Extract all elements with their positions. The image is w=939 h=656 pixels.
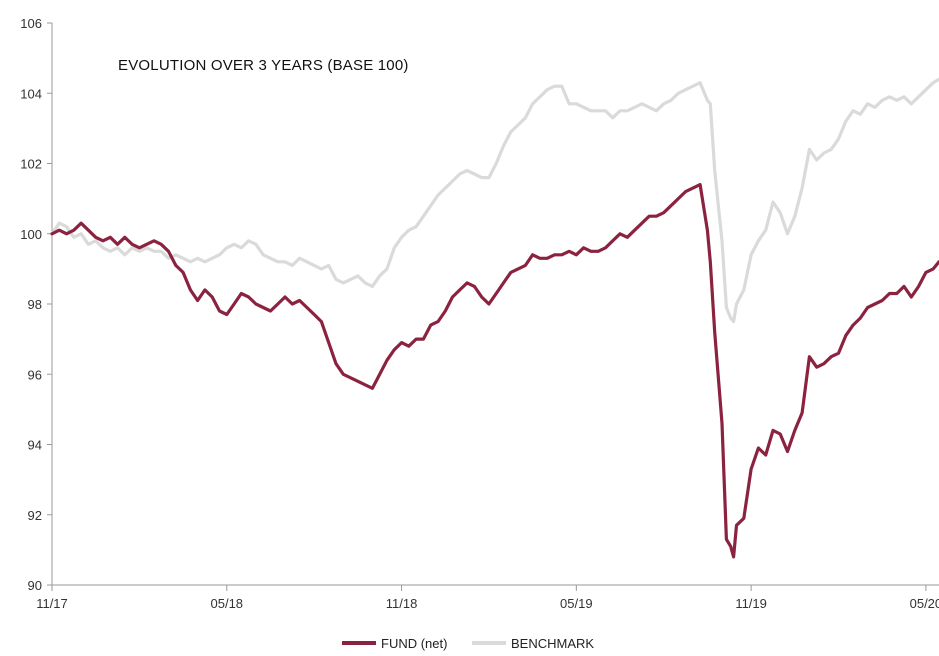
y-tick-label: 94	[28, 438, 42, 453]
axes: 90 92 94 96 98 100 102 104 106 11/17 05/18 11/18 05/…	[20, 16, 939, 611]
legend-label-fund: FUND (net)	[381, 636, 447, 651]
legend-label-benchmark: BENCHMARK	[511, 636, 594, 651]
chart-title: EVOLUTION OVER 3 YEARS (BASE 100)	[118, 57, 409, 74]
y-tick-label: 104	[20, 86, 42, 101]
title-layer: EVOLUTION OVER 3 YEARS (BASE 100)	[118, 57, 409, 74]
y-tick-label: 98	[28, 297, 42, 312]
y-tick-label: 90	[28, 578, 42, 593]
y-tick-label: 102	[20, 157, 42, 172]
x-tick-label: 11/19	[735, 596, 767, 611]
series-line-benchmark	[50, 77, 939, 324]
x-tick-label: 05/19	[560, 596, 593, 611]
y-tick-label: 96	[28, 367, 42, 382]
y-tick-label: 106	[20, 16, 42, 31]
y-tick-label: 100	[20, 227, 42, 242]
x-tick-label: 11/17	[36, 596, 68, 611]
x-tick-label: 11/18	[386, 596, 418, 611]
x-tick-label: 05/18	[211, 596, 244, 611]
x-tick-label: 05/20	[910, 596, 939, 611]
series-layer	[50, 77, 939, 559]
y-tick-label: 92	[28, 508, 42, 523]
series-line-fund	[50, 183, 939, 559]
legend: FUND (net) BENCHMARK	[342, 636, 594, 651]
